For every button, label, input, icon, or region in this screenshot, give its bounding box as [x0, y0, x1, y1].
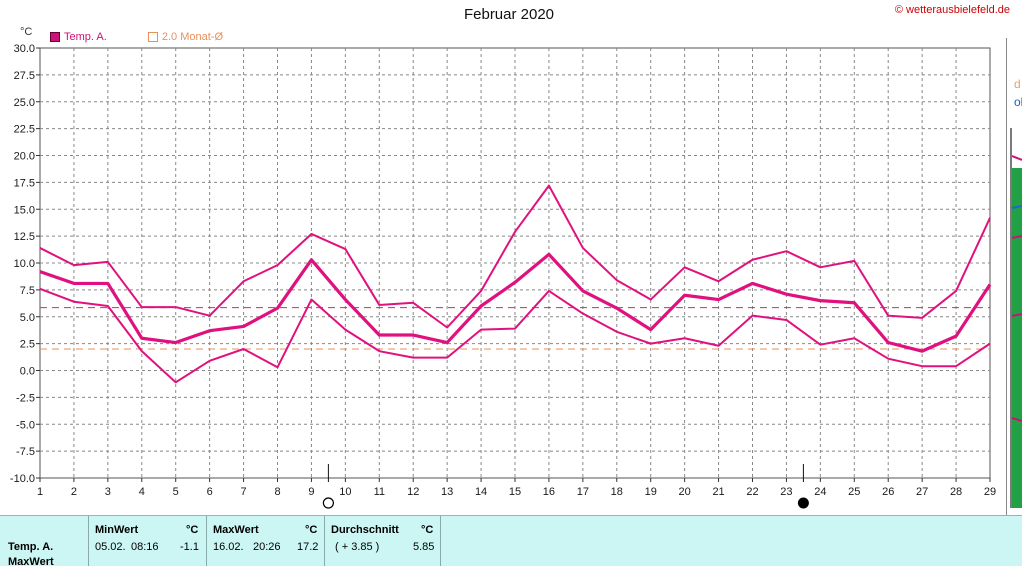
- avg-delta: ( + 3.85 ): [335, 541, 380, 553]
- y-tick-label: 0.0: [20, 366, 35, 378]
- x-tick-label: 14: [475, 486, 487, 498]
- x-tick-label: 10: [339, 486, 351, 498]
- x-tick-label: 6: [207, 486, 213, 498]
- legend: Temp. A. 2.0 Monat-Ø: [50, 31, 261, 45]
- x-tick-label: 19: [645, 486, 657, 498]
- x-tick-label: 15: [509, 486, 521, 498]
- y-tick-label: 30.0: [14, 43, 35, 55]
- chart-area: 30.0 27.5 25.0 22.5 20.0 17.5 15.0 12.5 10.0 7.5 5…: [10, 4, 1022, 515]
- series-line-min: [39, 287, 991, 384]
- avg-header: Durchschnitt: [331, 524, 399, 536]
- stats-row-label-cell: Temp. A. MaxWert: [0, 516, 88, 568]
- legend-label: Temp. A.: [64, 31, 107, 43]
- legend-swatch-filled-icon: [50, 32, 60, 42]
- min-unit: °C: [186, 524, 199, 536]
- legend-swatch-outline-icon: [147, 32, 158, 42]
- x-tick-label: 12: [407, 486, 419, 498]
- max-unit: °C: [305, 524, 318, 536]
- x-tick-label: 7: [241, 486, 247, 498]
- stats-end-divider: [440, 516, 441, 566]
- min-value: -1.1: [180, 541, 199, 553]
- temperature-chart: 30.027.525.022.520.017.515.012.510.07.55…: [10, 43, 996, 509]
- series-line-mean: [39, 252, 992, 353]
- series-line-max: [39, 184, 991, 329]
- row-label: Temp. A.: [8, 541, 54, 553]
- y-tick-label: -2.5: [16, 392, 35, 404]
- y-tick-label: 12.5: [14, 231, 35, 243]
- x-tick-label: 2: [71, 486, 77, 498]
- max-value: 17.2: [297, 541, 319, 553]
- x-tick-label: 29: [984, 486, 996, 498]
- y-tick-label: 7.5: [20, 285, 35, 297]
- y-tick-label: -5.0: [16, 419, 35, 431]
- y-tick-label: 5.0: [20, 312, 35, 324]
- x-tick-label: 11: [374, 486, 385, 498]
- y-tick-label: 10.0: [14, 258, 35, 270]
- y-tick-label: 27.5: [14, 70, 35, 82]
- x-tick-label: 25: [848, 486, 860, 498]
- y-tick-label: 20.0: [14, 151, 35, 163]
- x-tick-label: 8: [274, 486, 280, 498]
- new-moon-icon: [797, 497, 809, 509]
- x-tick-label: 22: [746, 486, 758, 498]
- x-tick-label: 13: [441, 486, 453, 498]
- x-tick-label: 18: [611, 486, 623, 498]
- x-tick-label: 21: [712, 486, 724, 498]
- min-header: MinWert: [95, 524, 139, 536]
- max-header: MaxWert: [213, 524, 259, 536]
- stats-avg-cell: Durchschnitt °C ( + 3.85 ) 5.85: [324, 516, 441, 566]
- x-tick-label: 20: [679, 486, 691, 498]
- y-tick-label: 22.5: [14, 124, 35, 136]
- y-tick-label: 17.5: [14, 177, 35, 189]
- x-tick-label: 3: [105, 486, 111, 498]
- stats-table: Temp. A. MaxWert MinWert °C 05.02. 08:16…: [0, 515, 1022, 568]
- credit-link[interactable]: © wetterausbielefeld.de: [894, 4, 1010, 16]
- x-tick-label: 5: [173, 486, 179, 498]
- stats-min-cell: MinWert °C 05.02. 08:16 -1.1: [88, 516, 207, 566]
- x-tick-label: 1: [37, 486, 43, 498]
- x-tick-label: 26: [882, 486, 894, 498]
- legend-item-monthly-avg: 2.0 Monat-Ø: [147, 31, 223, 43]
- legend-label: 2.0 Monat-Ø: [161, 31, 223, 43]
- min-time: 08:16: [131, 541, 159, 553]
- min-date: 05.02.: [95, 541, 126, 553]
- y-axis-unit: °C: [20, 26, 33, 38]
- y-tick-label: -7.5: [16, 446, 35, 458]
- x-tick-label: 27: [916, 486, 928, 498]
- x-tick-label: 28: [950, 486, 962, 498]
- row-label-2: MaxWert: [8, 556, 54, 568]
- full-moon-icon: [322, 497, 334, 509]
- svg-text:d: d: [1014, 77, 1021, 91]
- max-time: 20:26: [253, 541, 281, 553]
- adjacent-chart-edge: d ol: [1006, 38, 1022, 515]
- avg-unit: °C: [421, 524, 434, 536]
- chart-title: Februar 2020: [463, 6, 555, 23]
- x-tick-label: 17: [577, 486, 589, 498]
- max-date: 16.02.: [213, 541, 244, 553]
- svg-text:ol: ol: [1014, 95, 1022, 109]
- y-tick-label: -10.0: [10, 473, 35, 485]
- x-tick-label: 23: [780, 486, 792, 498]
- x-tick-label: 24: [814, 486, 826, 498]
- legend-item-temp: Temp. A.: [50, 31, 107, 43]
- stats-max-cell: MaxWert °C 16.02. 20:26 17.2: [206, 516, 325, 566]
- avg-value: 5.85: [413, 541, 435, 553]
- y-tick-label: 25.0: [14, 97, 35, 109]
- x-tick-label: 16: [543, 486, 555, 498]
- x-tick-label: 4: [139, 486, 145, 498]
- y-tick-label: 2.5: [20, 339, 35, 351]
- x-tick-label: 9: [308, 486, 314, 498]
- y-tick-label: 15.0: [14, 204, 35, 216]
